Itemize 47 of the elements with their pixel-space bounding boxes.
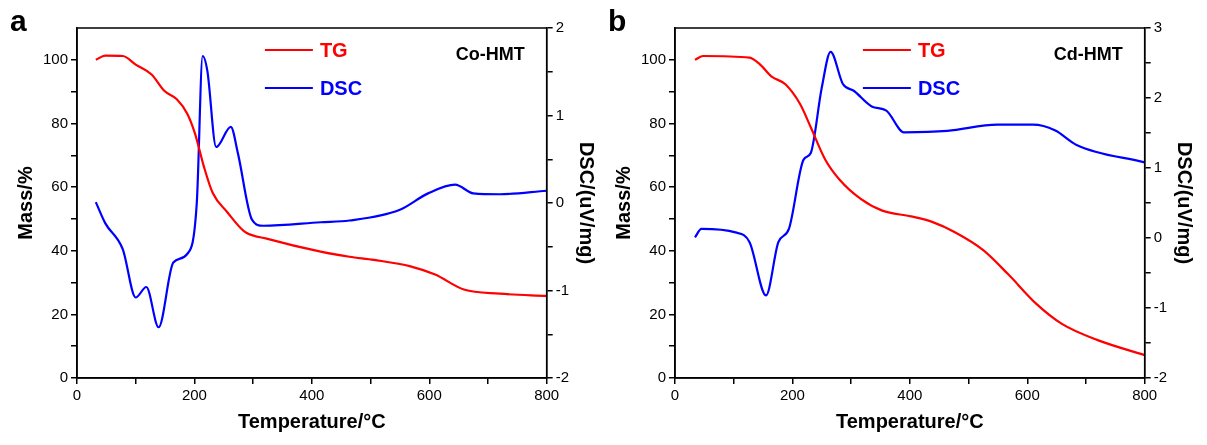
- x-axis-title: Temperature/°C: [836, 409, 984, 432]
- legend-label: TG: [917, 38, 946, 61]
- y2-tick-label: 2: [1153, 88, 1163, 106]
- y-tick-label: 60: [649, 177, 667, 195]
- x-tick-label: 800: [1132, 386, 1158, 404]
- y-axis-title: Mass/%: [611, 166, 634, 240]
- y-tick-label: 0: [657, 368, 667, 386]
- annotation: Cd-HMT: [1053, 43, 1123, 64]
- legend-label: DSC: [917, 76, 961, 99]
- y2-tick-label: 2: [555, 18, 565, 36]
- y2-tick-label: 1: [555, 105, 565, 123]
- y-axis-title: Mass/%: [13, 166, 36, 240]
- x-axis-title: Temperature/°C: [238, 409, 386, 432]
- chart-title: a: [10, 4, 27, 38]
- x-tick-label: 400: [897, 386, 923, 404]
- y2-tick-label: 1: [1153, 158, 1163, 176]
- y-tick-label: 0: [59, 368, 69, 386]
- x-tick-label: 400: [299, 386, 325, 404]
- y2-tick-label: -1: [555, 280, 570, 298]
- y-tick-label: 60: [51, 177, 69, 195]
- y-tick-label: 100: [641, 49, 667, 67]
- annotation: Co-HMT: [455, 43, 525, 64]
- chart-title: b: [608, 4, 627, 38]
- x-tick-label: 800: [534, 386, 560, 404]
- x-tick-label: 600: [416, 386, 442, 404]
- y2-tick-label: -2: [555, 368, 570, 386]
- y-tick-label: 80: [51, 113, 69, 131]
- y2-tick-label: -2: [1153, 368, 1168, 386]
- y2-axis-title: DSC/(uV/mg): [576, 141, 599, 265]
- x-tick-label: 200: [181, 386, 207, 404]
- y-tick-label: 100: [43, 49, 69, 67]
- legend-label: TG: [319, 38, 348, 61]
- y-tick-label: 80: [649, 113, 667, 131]
- y-tick-label: 20: [649, 304, 667, 322]
- y2-tick-label: 0: [1153, 228, 1163, 246]
- y-tick-label: 40: [649, 240, 667, 258]
- legend-label: DSC: [319, 76, 363, 99]
- y2-tick-label: 3: [1153, 18, 1163, 36]
- x-tick-label: 600: [1014, 386, 1040, 404]
- x-tick-label: 200: [779, 386, 805, 404]
- x-tick-label: 0: [670, 386, 680, 404]
- x-tick-label: 0: [72, 386, 82, 404]
- y2-tick-label: -1: [1153, 298, 1168, 316]
- y-tick-label: 40: [51, 240, 69, 258]
- y2-tick-label: 0: [555, 193, 565, 211]
- y-tick-label: 20: [51, 304, 69, 322]
- y2-axis-title: DSC/(uV/mg): [1174, 141, 1197, 265]
